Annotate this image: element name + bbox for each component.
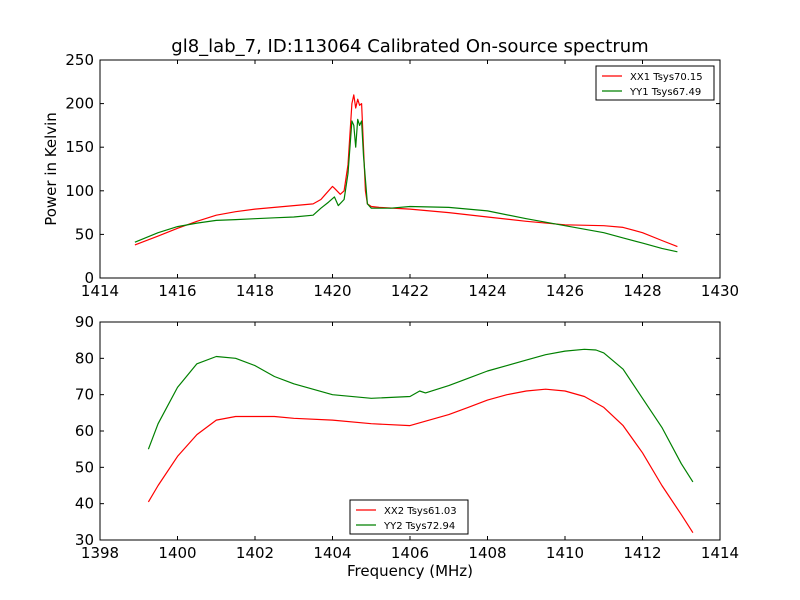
- y-tick-label-1-6: 90: [75, 313, 94, 331]
- x-tick-label-0-3: 1420: [313, 282, 351, 300]
- y-tick-label-0-4: 200: [65, 95, 94, 113]
- series-line-1-1: [147, 348, 694, 483]
- x-tick-label-1-4: 1406: [391, 544, 429, 562]
- y-tick-label-1-0: 30: [75, 531, 94, 549]
- x-tick-label-1-8: 1414: [701, 544, 739, 562]
- x-tick-label-0-0: 1414: [81, 282, 119, 300]
- x-axis-label-1: Frequency (MHz): [347, 562, 473, 580]
- y-tick-label-0-2: 100: [65, 182, 94, 200]
- x-tick-label-1-0: 1398: [81, 544, 119, 562]
- x-tick-label-1-1: 1400: [158, 544, 196, 562]
- x-tick-label-0-8: 1430: [701, 282, 739, 300]
- x-tick-label-0-6: 1426: [546, 282, 584, 300]
- x-tick-label-0-7: 1428: [623, 282, 661, 300]
- x-tick-label-1-3: 1404: [313, 544, 351, 562]
- y-tick-label-1-3: 60: [75, 422, 94, 440]
- y-tick-label-0-0: 0: [84, 269, 94, 287]
- y-tick-label-1-4: 70: [75, 386, 94, 404]
- y-tick-label-0-3: 150: [65, 138, 94, 156]
- bottom-plot: 1398 1400 1402 1404 1406 1408 1410 1412 1414 30 40…: [75, 313, 739, 580]
- y-axis-label-0: Power in Kelvin: [42, 112, 60, 226]
- legend-label-1-0: XX2 Tsys61.03: [384, 506, 457, 517]
- x-tick-label-0-2: 1418: [236, 282, 274, 300]
- x-tick-label-0-4: 1422: [391, 282, 429, 300]
- x-tick-label-1-2: 1402: [236, 544, 274, 562]
- series-line-1-0: [147, 388, 694, 534]
- legend-label-0-0: XX1 Tsys70.15: [630, 72, 703, 83]
- legend-box-0: [595, 65, 715, 101]
- y-tick-label-1-2: 50: [75, 458, 94, 476]
- y-tick-label-1-5: 80: [75, 349, 94, 367]
- y-tick-label-1-1: 40: [75, 495, 94, 513]
- x-tick-label-1-5: 1408: [468, 544, 506, 562]
- series-line-0-0: [134, 94, 678, 248]
- legend-box-1: [349, 499, 469, 535]
- legend-label-1-1: YY2 Tsys72.94: [383, 521, 455, 532]
- x-tick-label-1-6: 1410: [546, 544, 584, 562]
- x-tick-label-0-5: 1424: [468, 282, 506, 300]
- top-plot: 1414 1416 1418 1420 1422 1424 1426 1428 1430 0 50 1…: [42, 51, 739, 300]
- x-tick-label-0-1: 1416: [158, 282, 196, 300]
- chart-title: gl8_lab_7, ID:113064 Calibrated On-sourc…: [171, 36, 648, 57]
- y-tick-label-0-1: 50: [75, 225, 94, 243]
- series-line-0-1: [134, 118, 678, 253]
- x-tick-label-1-7: 1412: [623, 544, 661, 562]
- y-tick-label-0-5: 250: [65, 51, 94, 69]
- legend-label-0-1: YY1 Tsys67.49: [629, 87, 701, 98]
